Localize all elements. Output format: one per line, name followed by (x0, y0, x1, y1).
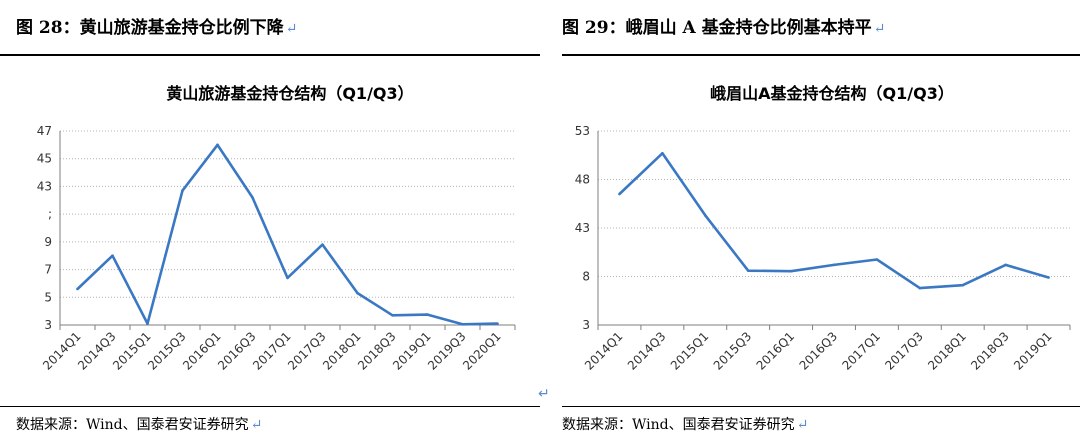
y-tick-label: 48 (575, 173, 590, 187)
series-line (618, 152, 1049, 290)
x-tick-label: 2014Q1 (582, 329, 626, 373)
data-point (746, 269, 750, 272)
top-rule (0, 54, 540, 56)
x-tick-label: 2017Q1 (839, 329, 883, 373)
data-point (961, 283, 965, 287)
y-tick-label: 47 (37, 124, 52, 138)
data-point (391, 314, 394, 317)
y-tick-label: 5 (44, 290, 52, 304)
source-note: 数据来源：Wind、国泰君安证券研究 ↵ (16, 417, 263, 433)
data-point (703, 214, 707, 217)
x-tick-label: 2016Q3 (797, 329, 841, 373)
data-point (356, 291, 359, 295)
data-point (618, 192, 621, 196)
chart-left: 3579;4345472014Q12014Q32015Q12015Q32016Q… (37, 124, 516, 373)
data-point (1004, 263, 1007, 267)
y-tick-label: 3 (44, 318, 52, 332)
x-tick-label: 2014Q3 (625, 329, 669, 373)
figure-caption: 图 29：峨眉山 A 基金持仓比例基本持平 ↵ (562, 18, 886, 38)
x-tick-label: 2015Q3 (711, 329, 755, 373)
data-point (146, 322, 149, 325)
x-tick-label: 2017Q3 (882, 329, 926, 373)
chart-title: 黄山旅游基金持仓结构（Q1/Q3） (166, 84, 414, 103)
x-tick-label: 2015Q1 (668, 329, 712, 373)
y-tick-label: 43 (575, 221, 590, 235)
data-point (661, 152, 664, 155)
return-mark-icon: ↵ (873, 21, 886, 37)
data-point (426, 313, 429, 316)
right-figure-panel: 图 29：峨眉山 A 基金持仓比例基本持平 ↵ 峨眉山A基金持仓结构（Q1/Q3）… (562, 0, 1080, 445)
y-tick-label: ; (48, 207, 52, 221)
chart-title: 峨眉山A基金持仓结构（Q1/Q3） (710, 84, 954, 103)
data-point (286, 276, 289, 280)
top-rule (562, 54, 1080, 56)
data-point (496, 322, 499, 325)
return-mark-icon: ↵ (538, 386, 550, 402)
y-tick-label: 43 (37, 179, 52, 193)
return-mark-icon: ↵ (796, 417, 809, 433)
source-note: 数据来源：Wind、国泰君安证券研究 ↵ (562, 417, 809, 433)
data-point (461, 323, 464, 326)
x-tick-label: 2018Q3 (968, 329, 1012, 373)
bottom-rule (0, 406, 540, 407)
data-point (76, 287, 79, 291)
series-line (76, 143, 498, 326)
data-point (216, 143, 219, 147)
bottom-rule (562, 406, 1080, 407)
y-tick-label: 3 (582, 318, 590, 332)
y-tick-label: 8 (582, 270, 590, 284)
data-point (1047, 276, 1050, 279)
data-point (789, 269, 793, 273)
x-tick-label: 2020Q1 (460, 329, 504, 373)
data-point (918, 286, 922, 290)
x-tick-label: 2018Q1 (925, 329, 969, 373)
data-point (875, 258, 879, 261)
left-figure-panel: 图 28：黄山旅游基金持仓比例下降 ↵ 黄山旅游基金持仓结构（Q1/Q3） 3 5 7… (0, 18, 540, 433)
data-point (111, 254, 114, 258)
y-tick-label: 7 (44, 263, 52, 277)
x-tick-label: 2016Q1 (754, 329, 798, 373)
data-point (181, 189, 184, 192)
x-tick-label: 2019Q1 (1011, 329, 1055, 373)
y-tick-label: 9 (44, 235, 52, 249)
data-point (321, 243, 324, 246)
y-tick-label: 45 (37, 152, 52, 166)
return-mark-icon: ↵ (285, 21, 298, 37)
y-tick-label: 53 (575, 124, 590, 138)
return-mark-icon: ↵ (250, 417, 263, 433)
data-point (832, 263, 836, 267)
figure-caption: 图 28：黄山旅游基金持仓比例下降 ↵ (16, 18, 298, 38)
data-point (251, 196, 254, 199)
